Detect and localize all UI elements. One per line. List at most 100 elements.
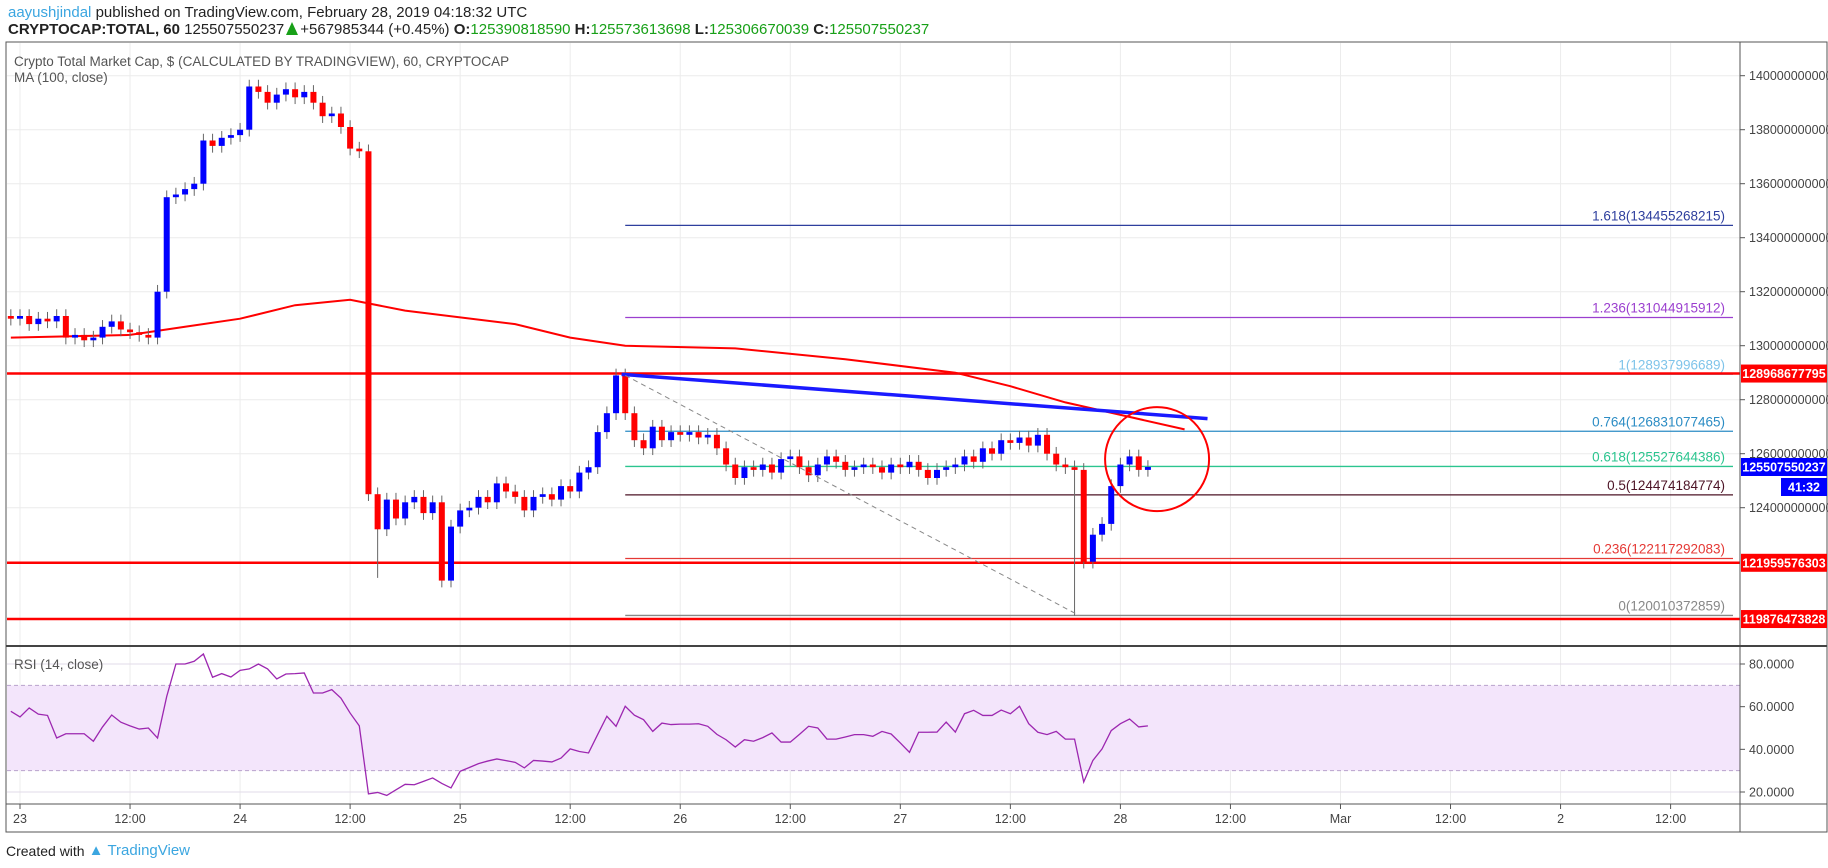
candle bbox=[17, 309, 23, 326]
fib-level-label: 0.618(125527644386) bbox=[1592, 449, 1725, 464]
candle bbox=[108, 314, 115, 334]
candle-body bbox=[264, 91, 271, 103]
author-link[interactable]: aayushjindal bbox=[8, 4, 92, 21]
candle-body bbox=[686, 432, 693, 435]
candle bbox=[952, 457, 959, 474]
price-tags: 128968677795 121959576303 119876473828 1255… bbox=[1741, 364, 1827, 629]
candle bbox=[1062, 457, 1069, 474]
candle-body bbox=[1044, 434, 1051, 454]
candle-body bbox=[246, 86, 253, 130]
high-value: 125573613698 bbox=[590, 21, 691, 38]
countdown-tag: 41:32 bbox=[1788, 480, 1820, 494]
time-label: 12:00 bbox=[775, 812, 806, 826]
price-label: 126000000000 bbox=[1749, 447, 1828, 461]
time-label: 28 bbox=[1113, 812, 1127, 826]
candle-body bbox=[952, 464, 959, 468]
candle-body bbox=[172, 194, 179, 198]
chart-frame bbox=[5, 41, 1828, 833]
candle bbox=[603, 406, 610, 439]
candle-body bbox=[365, 151, 372, 495]
rsi-legend: RSI (14, close) bbox=[14, 657, 103, 672]
dashed-trend-line[interactable] bbox=[624, 374, 1080, 616]
candle bbox=[695, 425, 702, 445]
candle-body bbox=[411, 496, 418, 503]
candle bbox=[934, 463, 940, 485]
rsi-tick-label: 60.0000 bbox=[1749, 700, 1794, 714]
candle-body bbox=[897, 464, 904, 468]
candle-body bbox=[741, 467, 748, 478]
candle bbox=[90, 330, 97, 348]
candle bbox=[1089, 527, 1096, 569]
candle bbox=[136, 325, 143, 342]
candle-body bbox=[136, 332, 143, 335]
candle-body bbox=[255, 86, 262, 92]
candle-body bbox=[1108, 486, 1115, 524]
candle-body bbox=[7, 316, 14, 319]
candle-body bbox=[26, 316, 33, 325]
candle-body bbox=[337, 113, 344, 127]
candle bbox=[842, 455, 849, 477]
candle bbox=[640, 433, 647, 456]
candle bbox=[897, 457, 904, 474]
rsi-tick-label: 40.0000 bbox=[1749, 743, 1794, 757]
candle bbox=[337, 106, 344, 134]
candle bbox=[805, 460, 812, 483]
candle-body bbox=[1016, 437, 1023, 443]
fib-level-label: 1.618(134455268215) bbox=[1592, 208, 1725, 223]
candle bbox=[255, 79, 262, 99]
high-label: H: bbox=[574, 21, 591, 38]
candle bbox=[787, 449, 794, 466]
candle-body bbox=[209, 140, 216, 146]
candle-body bbox=[585, 467, 592, 473]
candle-body bbox=[649, 426, 656, 449]
pane-title: Crypto Total Market Cap, $ (CALCULATED B… bbox=[14, 54, 509, 69]
candle bbox=[906, 455, 913, 474]
circle-annotation[interactable] bbox=[1104, 406, 1211, 513]
tradingview-link[interactable]: TradingView bbox=[107, 842, 190, 859]
rsi-tick-label: 80.0000 bbox=[1749, 658, 1794, 672]
axes[interactable]: 23 12:00 24 12:00 25 12:00 26 12:00 27 12:00 28 12:… bbox=[13, 69, 1828, 826]
close-value: 125507550237 bbox=[829, 21, 930, 38]
candle bbox=[466, 500, 473, 518]
candle bbox=[1044, 428, 1051, 461]
candle-body bbox=[759, 464, 766, 470]
horizontal-lines[interactable] bbox=[7, 372, 1740, 621]
candle bbox=[878, 460, 885, 480]
candle-body bbox=[200, 140, 207, 184]
trendline[interactable] bbox=[621, 372, 1208, 421]
candle-body bbox=[62, 316, 69, 338]
trend-lines[interactable] bbox=[621, 372, 1211, 616]
candle bbox=[1007, 433, 1014, 450]
fib-level-label: 0.5(124474184774) bbox=[1607, 478, 1725, 493]
candle-body bbox=[677, 432, 684, 435]
candle-body bbox=[447, 526, 454, 581]
price-label: 136000000000 bbox=[1749, 177, 1828, 191]
candle-body bbox=[833, 456, 840, 462]
candle-body bbox=[310, 91, 317, 103]
fib-level-label: 1.236(131044915912) bbox=[1592, 300, 1725, 315]
candle bbox=[127, 322, 134, 339]
symbol: CRYPTOCAP:TOTAL, 60 bbox=[8, 21, 180, 38]
candle bbox=[356, 141, 363, 159]
candle bbox=[713, 428, 720, 456]
candle-body bbox=[530, 496, 537, 511]
fib-level-label: 0.764(126831077465) bbox=[1592, 414, 1725, 429]
candle-body bbox=[90, 337, 97, 341]
candle-body bbox=[594, 432, 601, 468]
candle-body bbox=[998, 440, 1005, 454]
candle bbox=[292, 82, 299, 105]
candle bbox=[117, 314, 124, 337]
candle-body bbox=[273, 94, 280, 103]
candle-body bbox=[539, 494, 546, 497]
candle-body bbox=[723, 448, 730, 465]
candle bbox=[503, 476, 510, 499]
candle-body bbox=[191, 183, 198, 190]
candle bbox=[35, 311, 42, 331]
candle bbox=[310, 85, 317, 110]
candle-body bbox=[658, 426, 665, 441]
candle-body bbox=[218, 137, 225, 146]
time-label: 12:00 bbox=[1215, 812, 1246, 826]
rsi-band bbox=[7, 684, 1740, 772]
rsi-band-fill bbox=[7, 685, 1740, 771]
